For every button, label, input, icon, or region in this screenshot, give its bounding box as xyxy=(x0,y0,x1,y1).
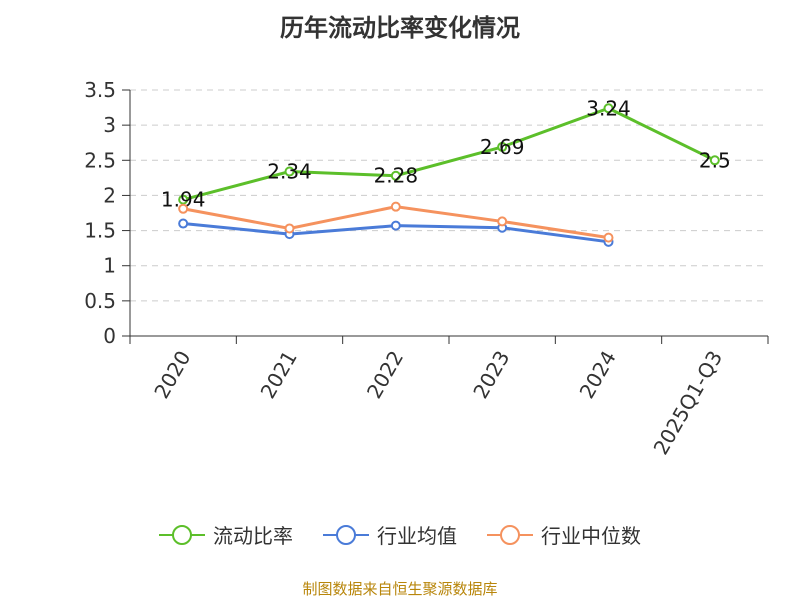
x-tick-label: 2020 xyxy=(149,347,195,403)
legend-marker-current-ratio xyxy=(159,524,205,545)
data-point xyxy=(603,232,614,243)
data-point xyxy=(497,216,508,227)
x-tick-label: 2025Q1-Q3 xyxy=(648,347,727,459)
source-note: 制图数据来自恒生聚源数据库 xyxy=(302,580,498,598)
y-tick-label: 2 xyxy=(103,183,116,207)
chart-title: 历年流动比率变化情况 xyxy=(280,14,520,42)
y-tick-label: 2.5 xyxy=(84,148,116,172)
x-tick-label: 2022 xyxy=(362,347,408,403)
x-tick-label: 2021 xyxy=(256,347,302,403)
data-point xyxy=(178,203,189,214)
data-point xyxy=(709,155,720,166)
y-tick-label: 3.5 xyxy=(84,78,116,102)
data-label: 2.34 xyxy=(267,160,312,184)
data-point xyxy=(390,201,401,212)
x-tick-label: 2024 xyxy=(575,347,621,403)
data-point xyxy=(603,103,614,114)
legend-label-current-ratio: 流动比率 xyxy=(213,524,293,548)
legend: 流动比率 行业均值 行业中位数 xyxy=(0,520,800,549)
legend-item-industry-avg[interactable]: 行业均值 xyxy=(323,520,457,549)
legend-item-current-ratio[interactable]: 流动比率 xyxy=(159,520,293,549)
y-tick-label: 0 xyxy=(103,324,116,348)
data-point xyxy=(390,170,401,181)
data-point xyxy=(497,141,508,152)
data-label: 2.69 xyxy=(480,135,525,159)
y-tick-label: 3 xyxy=(103,113,116,137)
y-tick-label: 1 xyxy=(103,254,116,278)
data-point xyxy=(390,220,401,231)
legend-label-industry-median: 行业中位数 xyxy=(541,524,641,548)
legend-marker-industry-median xyxy=(487,524,533,545)
x-tick-label: 2023 xyxy=(468,346,514,402)
data-label: 2.28 xyxy=(374,164,419,188)
data-point xyxy=(284,223,295,234)
data-point xyxy=(178,218,189,229)
legend-label-industry-avg: 行业均值 xyxy=(377,524,457,548)
legend-marker-industry-avg xyxy=(323,524,369,545)
data-label: 3.24 xyxy=(586,96,631,120)
y-tick-label: 0.5 xyxy=(84,289,116,313)
series-line-0 xyxy=(182,106,716,202)
data-label: 2.5 xyxy=(699,148,731,172)
legend-item-industry-median[interactable]: 行业中位数 xyxy=(487,520,641,549)
data-point xyxy=(284,166,295,177)
data-point xyxy=(178,194,189,205)
y-tick-label: 1.5 xyxy=(84,219,116,243)
